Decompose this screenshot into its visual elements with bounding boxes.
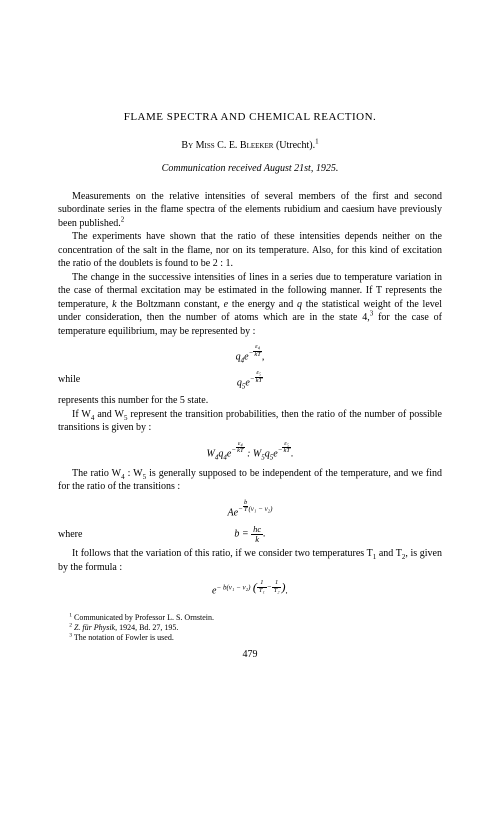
eq6-frac1-den: T₁ [257,588,267,594]
author-name: Miss C. E. Bleeker [196,140,274,151]
eq2-exp-frac: ε₅kT [255,370,264,384]
paragraph-7: It follows that the variation of this ra… [58,547,442,574]
eq4-exp-paren: (ν₁ − ν₂) [248,505,272,513]
eq3-colon: : [245,448,253,459]
fn2-b: , 1924, Bd. 27, 195. [115,623,178,632]
eq5-den: k [251,535,263,544]
eq1-exp-frac: ε₄kT [253,344,262,358]
para7-a: It follows that the variation of this ra… [72,548,373,559]
eq5-frac: hck [251,525,263,543]
para5-b: and W [94,409,124,420]
eq3-exp2-den: kT [282,448,291,455]
equation-5-row: where b = hck. [58,525,442,543]
eq6-period: . [285,586,288,597]
equation-2-row: while q5e−ε₅kT [58,370,442,390]
footnote-2: 2 Z. für Physik, 1924, Bd. 27, 195. [58,623,442,633]
eq6-paren: ( 1T₁ − 1T₂ ) [253,580,286,594]
paragraph-6: The ratio W4 : W5 is generally supposed … [58,467,442,494]
eq6-frac1: 1T₁ [257,580,267,594]
equation-6: e− b(ν₁ − ν₂) ( 1T₁ − 1T₂ ) . [58,580,442,598]
para3-b: the Boltzmann constant, [117,299,224,310]
communication-line: Communication received August 21st, 1925… [58,162,442,176]
eq2-exp-den: kT [255,378,264,385]
author-prefix: By [181,140,195,151]
paragraph-3: The change in the successive intensities… [58,271,442,339]
eq3-period: . [291,448,294,459]
eq1-suffix: , [262,352,265,363]
equation-3: W4q4e−ε₄kT : W5q5e−ε₅kT. [58,441,442,461]
paragraph-4: represents this number for the 5 state. [58,394,442,408]
para1-footnote-ref: 2 [121,216,125,224]
eq3-exp1-den: kT [236,448,245,455]
eq3-exp2-frac: ε₅kT [282,441,291,455]
paper-title: FLAME SPECTRA AND CHEMICAL REACTION. [58,110,442,125]
author-affil: (Utrecht). [273,140,315,151]
author-footnote-ref: 1 [315,138,319,146]
footnotes: 1 Communicated by Professor L. S. Ornste… [58,613,442,644]
paragraph-2: The experiments have shown that the rati… [58,230,442,271]
author-line: By Miss C. E. Bleeker (Utrecht).1 [58,139,442,153]
eq3-exp1-frac: ε₄kT [236,441,245,455]
paragraph-1: Measurements on the relative intensities… [58,190,442,231]
eq5-period: . [263,529,266,540]
equation-1: q4e−ε₄kT, [58,344,442,364]
eq3-w1: W [207,448,215,459]
para1-text: Measurements on the relative intensities… [58,191,442,229]
page-number: 479 [58,648,442,662]
eq1-exp-den: kT [253,352,262,359]
where-label: where [58,528,118,542]
fn1-text: Communicated by Professor L. S. Ornstein… [72,613,214,622]
while-label: while [58,373,118,387]
para6-b: : W [125,468,143,479]
fn2-a: Z. für Physik [72,623,115,632]
equation-4: Ae−bT(ν₁ − ν₂) [58,500,442,520]
paragraph-5: If W4 and W5 represent the transition pr… [58,408,442,435]
para6-a: The ratio W [72,468,121,479]
para5-a: If W [72,409,91,420]
fn3-text: The notation of Fowler is used. [72,633,174,642]
eq6-exp1: − b(ν₁ − ν₂) [216,584,250,592]
eq5-eq: = [239,529,251,540]
para7-b: and T [376,548,402,559]
eq3-w2: W [253,448,261,459]
equation-5: b = hck. [118,525,382,543]
para3-c: the energy and [228,299,297,310]
footnote-3: 3 The notation of Fowler is used. [58,633,442,643]
footnote-1: 1 Communicated by Professor L. S. Ornste… [58,613,442,623]
equation-2: q5e−ε₅kT [118,370,382,390]
